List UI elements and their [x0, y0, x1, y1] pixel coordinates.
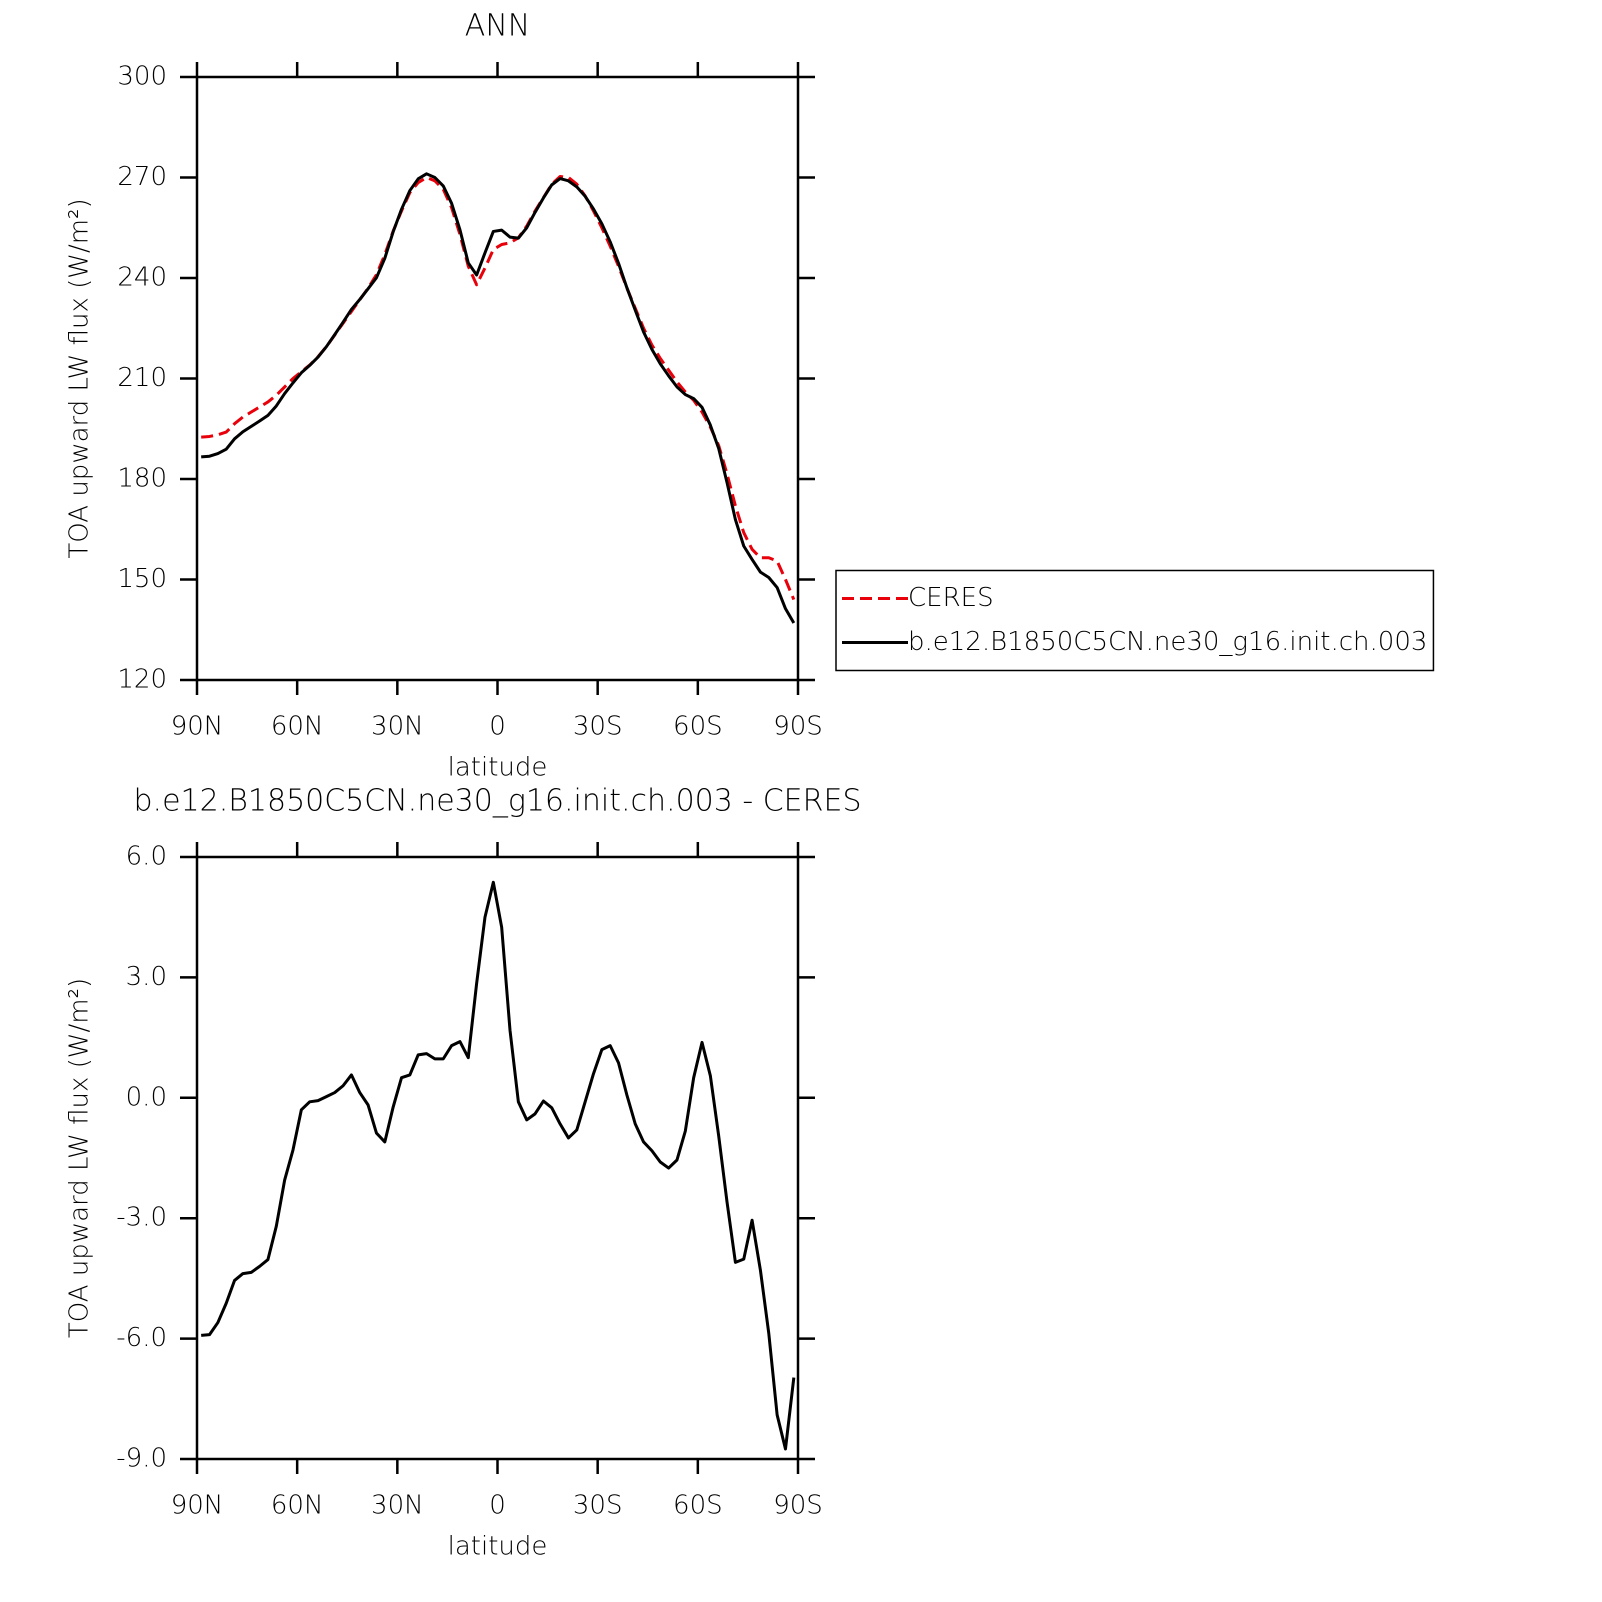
y-tick-label: 3.0 — [126, 962, 167, 992]
y-tick-label: 210 — [117, 363, 167, 393]
x-tick-label: 90N — [171, 1491, 224, 1521]
x-tick-label: 90S — [773, 712, 823, 742]
x-tick-label: 30S — [573, 1491, 623, 1521]
x-tick-label: 60N — [271, 712, 324, 742]
legend-box — [835, 569, 1435, 672]
x-tick-label: 60S — [673, 1491, 723, 1521]
chart-title: ANN — [465, 9, 530, 44]
data-line — [201, 174, 796, 601]
chart-title: b.e12.B1850C5CN.ne30_g16.init.ch.003 - C… — [134, 784, 862, 819]
data-line — [201, 880, 796, 1451]
y-tick-label: -9.0 — [116, 1444, 167, 1474]
x-tick-label: 30N — [371, 1491, 424, 1521]
x-tick-label: 60S — [673, 712, 723, 742]
y-tick-label: 0.0 — [126, 1082, 167, 1112]
legend-label: CERES — [908, 583, 994, 613]
legend: CERES b.e12.B1850C5CN.ne30_g16.init.ch.00… — [835, 569, 1435, 672]
data-line — [201, 172, 796, 624]
y-tick-label: 6.0 — [126, 842, 167, 872]
x-tick-label: 0 — [489, 712, 506, 742]
y-tick-label: 300 — [117, 62, 167, 92]
y-tick-label: 240 — [117, 263, 167, 293]
plot-frame — [195, 75, 800, 682]
y-tick-label: 150 — [117, 564, 167, 594]
x-axis-label: latitude — [448, 1532, 548, 1562]
legend-label: b.e12.B1850C5CN.ne30_g16.init.ch.003 — [908, 627, 1427, 657]
x-tick-label: 60N — [271, 1491, 324, 1521]
y-tick-label: 270 — [117, 162, 167, 192]
y-tick-label: -6.0 — [116, 1323, 167, 1353]
y-tick-label: 120 — [117, 665, 167, 695]
x-tick-label: 30N — [371, 712, 424, 742]
y-tick-label: -3.0 — [116, 1203, 167, 1233]
x-tick-label: 90S — [773, 1491, 823, 1521]
y-tick-label: 180 — [117, 464, 167, 494]
x-tick-label: 90N — [171, 712, 224, 742]
x-axis-label: latitude — [448, 753, 548, 783]
plot-frame — [195, 855, 800, 1461]
y-axis-label: TOA upward LW flux (W/m²) — [65, 198, 95, 558]
x-tick-label: 30S — [573, 712, 623, 742]
y-axis-label: TOA upward LW flux (W/m²) — [65, 978, 95, 1338]
x-tick-label: 0 — [489, 1491, 506, 1521]
